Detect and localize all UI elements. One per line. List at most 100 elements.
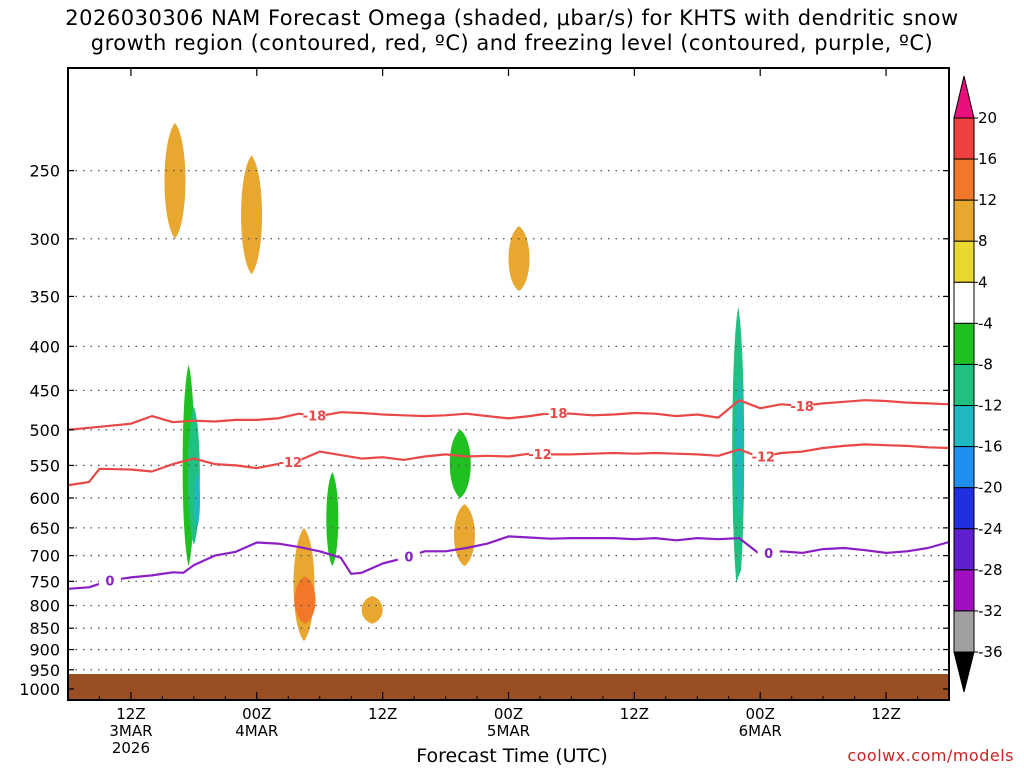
colorbar-segment bbox=[953, 199, 975, 242]
colorbar-segment bbox=[953, 446, 975, 489]
omega-area bbox=[194, 472, 201, 528]
colorbar-label: -36 bbox=[978, 643, 1003, 661]
contour-label: -12 bbox=[752, 451, 776, 466]
colorbar-label: 8 bbox=[978, 232, 988, 250]
colorbar-extend-low bbox=[953, 651, 975, 693]
x-tick-label: 12Z bbox=[620, 705, 649, 723]
y-tick-label: 750 bbox=[29, 572, 60, 591]
colorbar: 20 16 12 8 4 -4 -8 -12 -16 -20 -24 -28 -32 -36 bbox=[953, 75, 1003, 693]
omega-area bbox=[838, 586, 860, 656]
chart-title-line2: growth region (contoured, red, ºC) and f… bbox=[90, 31, 934, 55]
y-tick-label: 900 bbox=[29, 641, 60, 660]
omega-area bbox=[733, 566, 755, 652]
omega-area bbox=[361, 596, 383, 624]
credit-link[interactable]: coolwx.com/models bbox=[847, 746, 1014, 765]
omega-area bbox=[125, 533, 147, 648]
colorbar-label: 4 bbox=[978, 273, 988, 291]
x-axis-title: Forecast Time (UTC) bbox=[416, 745, 608, 767]
colorbar-label: -20 bbox=[978, 479, 1003, 497]
contour-label-bg bbox=[757, 545, 780, 561]
colorbar-segment bbox=[953, 158, 975, 201]
colorbar-label: -8 bbox=[978, 355, 993, 373]
y-tick-label: 850 bbox=[29, 619, 60, 638]
y-tick-label: 550 bbox=[29, 456, 60, 475]
omega-area bbox=[411, 199, 433, 292]
omega-area bbox=[294, 576, 316, 624]
omega-area bbox=[449, 429, 471, 498]
contour-label-bg bbox=[397, 548, 420, 564]
omega-area bbox=[167, 280, 189, 633]
x-tick-label: 00Z bbox=[494, 705, 523, 723]
colorbar-segment bbox=[953, 528, 975, 571]
colorbar-segment bbox=[953, 487, 975, 530]
contour-label-bg bbox=[544, 405, 567, 421]
omega-area bbox=[326, 472, 339, 567]
y-tick-label: 350 bbox=[29, 287, 60, 306]
y-tick-label: 650 bbox=[29, 519, 60, 538]
colorbar-label: -24 bbox=[978, 520, 1003, 538]
omega-shading-layer bbox=[68, 122, 860, 656]
x-tick-label: 12Z bbox=[871, 705, 900, 723]
contour-label-bg bbox=[303, 407, 326, 423]
colorbar-segment bbox=[953, 363, 975, 407]
y-tick-label: 950 bbox=[29, 661, 60, 680]
x-tick-label: 3MAR bbox=[109, 722, 152, 740]
contour-label-bg bbox=[791, 397, 814, 413]
contour-label: -18 bbox=[303, 409, 327, 424]
y-tick-label: 600 bbox=[29, 489, 60, 508]
colorbar-segment bbox=[953, 610, 975, 653]
colorbar-label: -12 bbox=[978, 397, 1003, 415]
x-tick-label: 00Z bbox=[242, 705, 271, 723]
x-tick-label: 12Z bbox=[116, 705, 145, 723]
y-tick-label: 250 bbox=[29, 162, 60, 181]
colorbar-label: -4 bbox=[978, 314, 993, 332]
x-tick-label: 00Z bbox=[746, 705, 775, 723]
colorbar-extend-high bbox=[953, 75, 975, 119]
colorbar-label: 20 bbox=[978, 109, 997, 127]
colorbar-label: -16 bbox=[978, 438, 1003, 456]
plot-area bbox=[68, 68, 949, 700]
omega-area bbox=[286, 364, 308, 534]
colorbar-segment bbox=[953, 569, 975, 612]
y-tick-label: 400 bbox=[29, 337, 60, 356]
contour-label: 0 bbox=[404, 551, 413, 566]
colorbar-segment bbox=[953, 240, 975, 283]
y-axis: 250 300 350 400 450 500 550 600 650 700 750 800 850 9… bbox=[19, 162, 949, 699]
contour-label: -12 bbox=[279, 456, 303, 471]
omega-area bbox=[508, 226, 530, 292]
y-tick-label: 300 bbox=[29, 230, 60, 249]
colorbar-segment bbox=[953, 405, 975, 448]
colorbar-segment bbox=[953, 322, 975, 365]
colorbar-segment bbox=[953, 117, 975, 160]
y-tick-label: 700 bbox=[29, 547, 60, 566]
contour-label-bg bbox=[98, 572, 121, 588]
contour-layer: -18 -18 -18 -12 -12 -12 0 0 0 bbox=[68, 397, 949, 590]
omega-area bbox=[241, 155, 263, 275]
contour-label-bg bbox=[279, 454, 302, 470]
colorbar-label: 12 bbox=[978, 191, 997, 209]
x-tick-label: 6MAR bbox=[739, 722, 782, 740]
contour-label: -18 bbox=[790, 400, 814, 415]
x-tick-label: 5MAR bbox=[487, 722, 530, 740]
omega-area bbox=[817, 586, 839, 656]
y-tick-label: 800 bbox=[29, 597, 60, 616]
contour-label: -12 bbox=[528, 448, 552, 463]
x-tick-label: 4MAR bbox=[235, 722, 278, 740]
contour-label: -18 bbox=[544, 407, 568, 422]
omega-area bbox=[453, 504, 475, 567]
omega-area bbox=[736, 373, 743, 523]
x-tick-label: 2026 bbox=[112, 739, 150, 757]
contour-label: 0 bbox=[764, 547, 773, 562]
contour-label-bg bbox=[528, 446, 551, 462]
omega-area bbox=[78, 497, 100, 556]
chart-title: 2026030306 NAM Forecast Omega (shaded, μ… bbox=[0, 6, 1024, 56]
contour-line bbox=[68, 443, 949, 487]
omega-area bbox=[68, 605, 82, 650]
contour-label-bg bbox=[752, 448, 775, 464]
y-tick-label: 450 bbox=[29, 381, 60, 400]
omega-area bbox=[697, 332, 719, 356]
omega-area bbox=[398, 628, 420, 654]
y-tick-label: 1000 bbox=[19, 680, 60, 699]
